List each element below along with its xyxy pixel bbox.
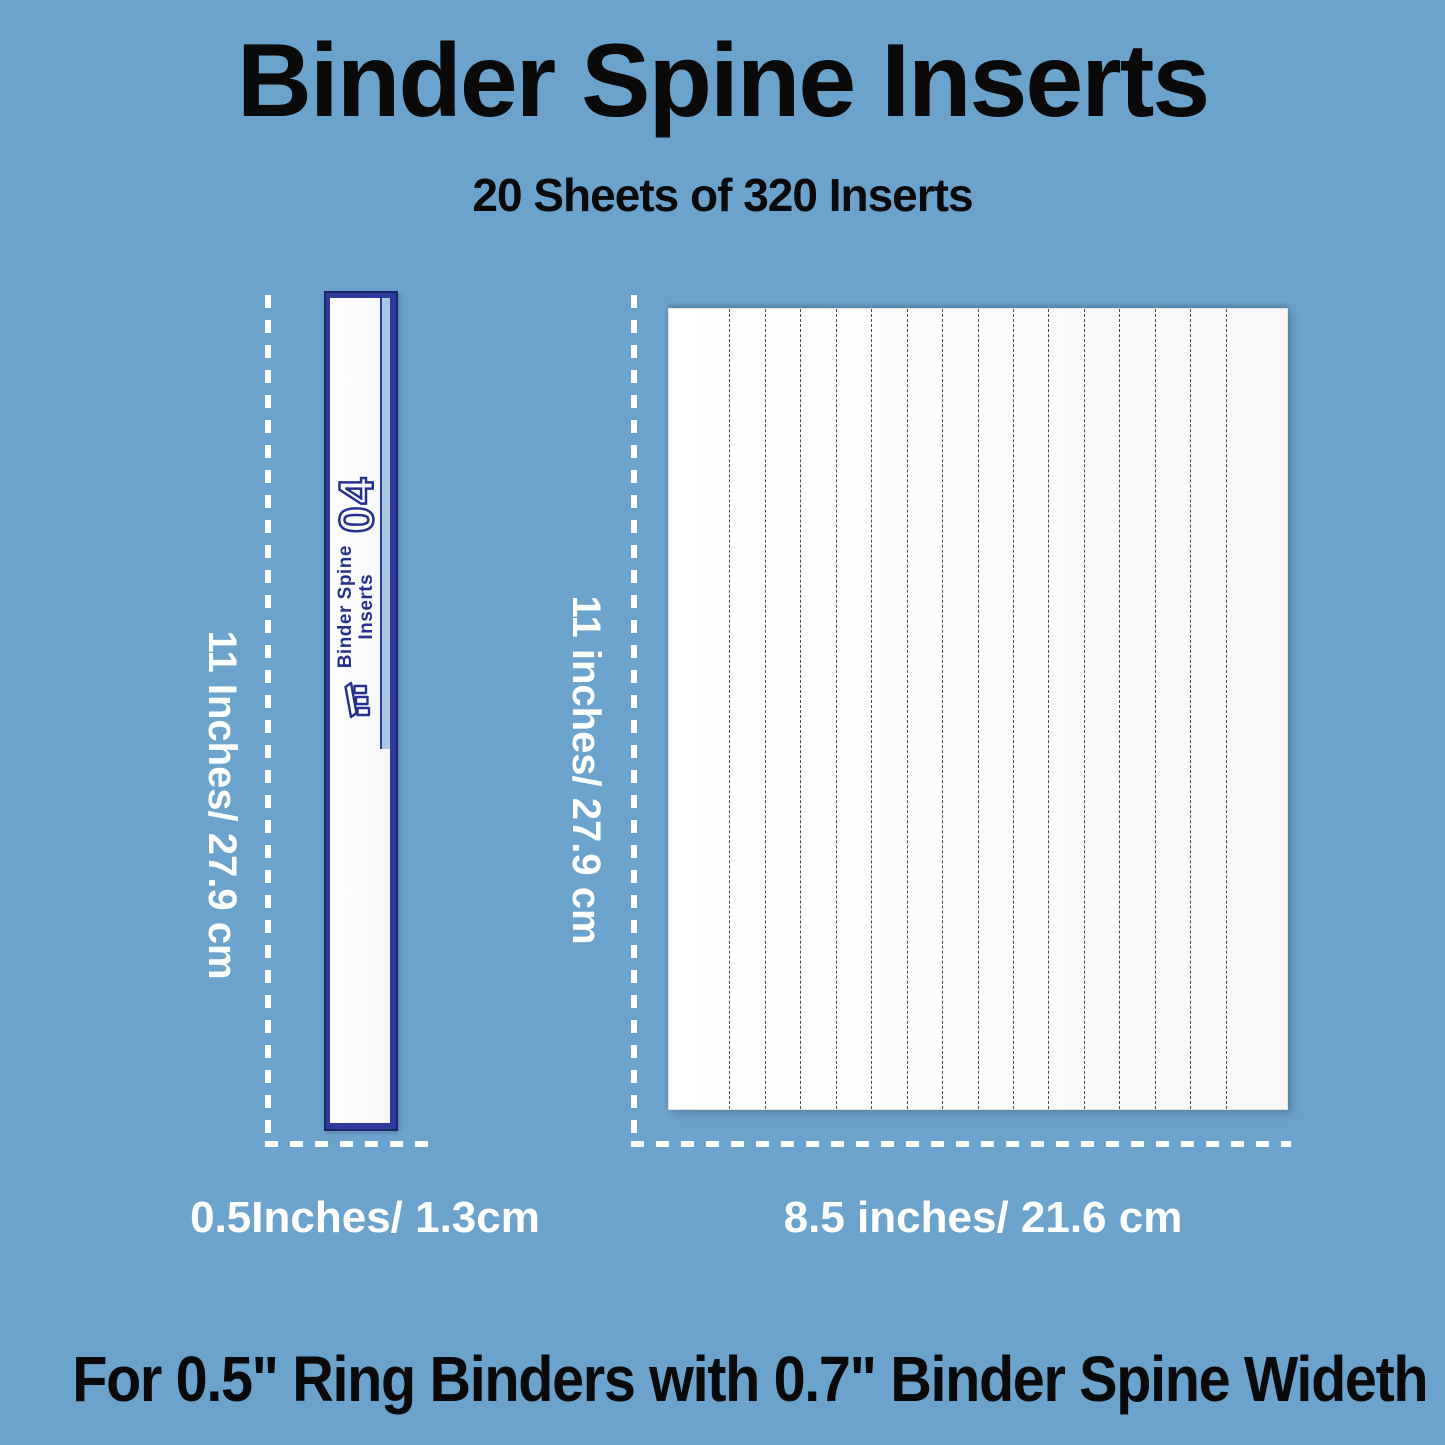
spine-width-dimension-line <box>265 1141 440 1147</box>
spine-label: Binder Spine Inserts 04 <box>326 473 388 723</box>
perforation-strip <box>730 309 766 1109</box>
spine-label-line2: Inserts <box>355 573 377 640</box>
page-title: Binder Spine Inserts <box>236 23 1210 139</box>
perforation-strip <box>695 309 731 1109</box>
perforation-strip <box>1049 309 1085 1109</box>
spine-width-label: 0.5Inches/ 1.3cm <box>190 1193 540 1242</box>
perforation-strip <box>1120 309 1156 1109</box>
binder-spine-insert: Binder Spine Inserts 04 <box>324 291 398 1131</box>
page-subtitle: 20 Sheets of 320 Inserts <box>472 169 973 221</box>
perforation-strip <box>1191 309 1227 1109</box>
spine-height-label: 11 Inches/ 27.9 cm <box>200 630 244 980</box>
perforation-strip <box>908 309 944 1109</box>
spine-label-line1: Binder Spine <box>334 545 356 669</box>
perforation-strip <box>801 309 837 1109</box>
spine-pocket-gap <box>380 298 390 750</box>
perforation-strip <box>872 309 908 1109</box>
spine-number: 04 <box>329 475 385 535</box>
insert-sheet <box>668 308 1288 1110</box>
sheet-height-dimension-line <box>631 295 637 1147</box>
perforation-strip <box>1227 309 1261 1109</box>
perforation-strip <box>1014 309 1050 1109</box>
perforation-strip <box>1085 309 1121 1109</box>
binder-inserts-icon <box>344 682 370 719</box>
perforation-strip <box>1156 309 1192 1109</box>
perforation-strip <box>837 309 873 1109</box>
footer-text: For 0.5" Ring Binders with 0.7" Binder S… <box>72 1343 1428 1415</box>
perforation-strips <box>695 309 1261 1109</box>
perforation-strip <box>979 309 1014 1109</box>
sheet-width-label: 8.5 inches/ 21.6 cm <box>783 1193 1183 1242</box>
spine-label-text: Binder Spine Inserts <box>334 545 378 669</box>
perforation-strip <box>943 309 979 1109</box>
perforation-strip <box>766 309 802 1109</box>
spine-height-dimension-line <box>265 295 271 1147</box>
sheet-width-dimension-line <box>631 1141 1291 1147</box>
sheet-height-label: 11 inches/ 27.9 cm <box>564 595 608 945</box>
